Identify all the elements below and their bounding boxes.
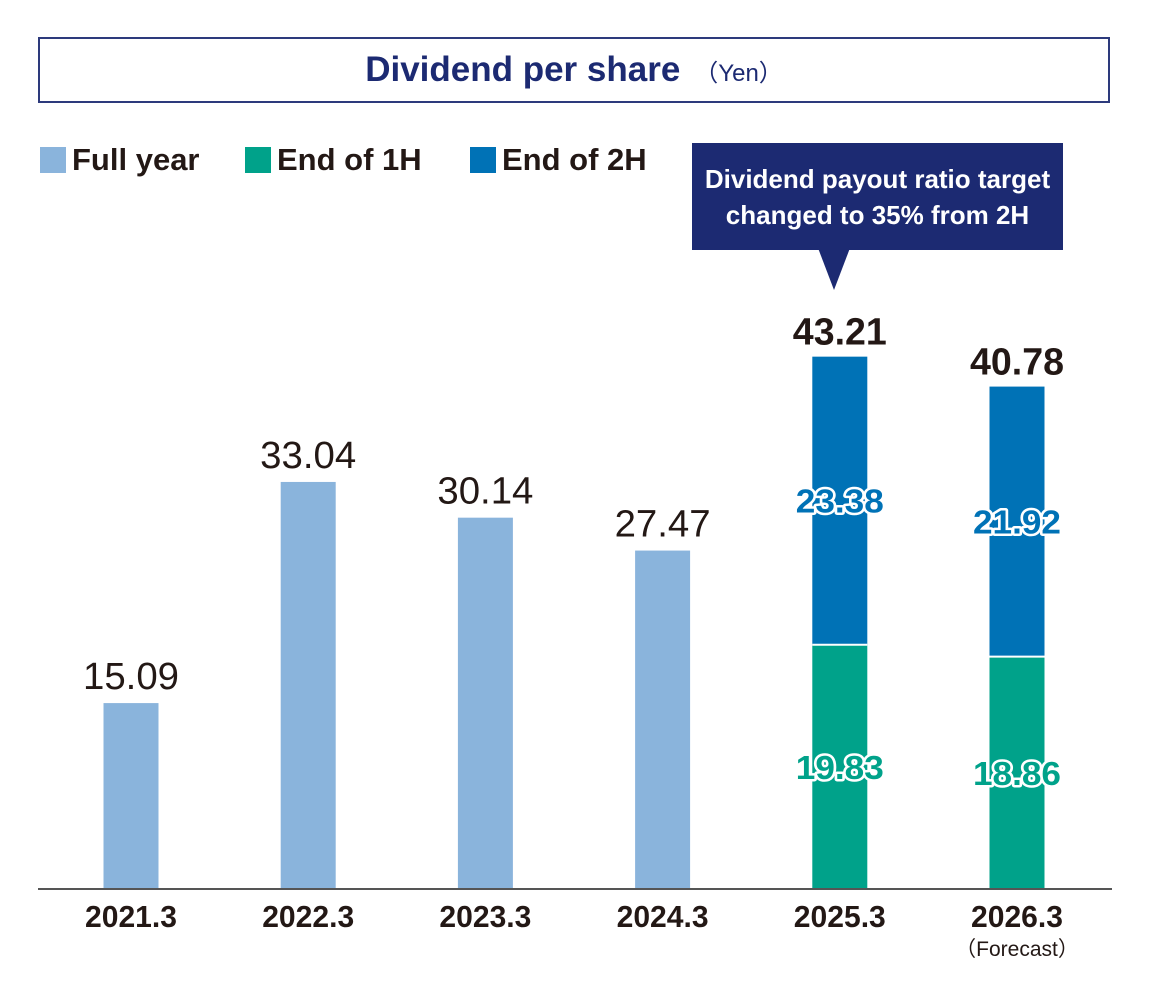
callout-line-1: Dividend payout ratio target <box>704 163 1051 194</box>
chart-title: Dividend per share <box>365 50 681 89</box>
value-label-2022-3: 33.04 <box>260 435 356 477</box>
bar-end-of-1h-2026-3 <box>989 656 1045 889</box>
value-label-2021-3: 15.09 <box>83 656 179 698</box>
legend-label-full-year: Full year <box>72 142 200 177</box>
segment-label-1h-2025-3: 19.83 <box>796 749 884 786</box>
value-label-2023-3: 30.14 <box>437 471 533 513</box>
total-label-2026-3: 40.78 <box>970 342 1064 384</box>
bar-end-of-2h-2025-3 <box>812 356 868 645</box>
bar-full-year-2021-3 <box>103 703 159 889</box>
legend-item-end-of-1h: End of 1H <box>245 140 422 180</box>
x-tick-note-2026-3: （Forecast） <box>955 938 1079 961</box>
legend-item-full-year: Full year <box>40 140 200 180</box>
segment-label-2h-2026-3: 21.92 <box>973 504 1061 541</box>
bar-full-year-2022-3 <box>280 481 336 889</box>
bar-full-year-2023-3 <box>457 517 513 889</box>
x-tick-label-2021-3: 2021.3 <box>85 899 177 934</box>
value-label-2024-3: 27.47 <box>615 504 711 546</box>
x-tick-label-2022-3: 2022.3 <box>262 899 354 934</box>
segment-label-2h-2025-3: 23.38 <box>796 483 884 520</box>
legend-item-end-of-2h: End of 2H <box>470 140 647 180</box>
callout-line-2: changed to 35% from 2H <box>725 199 1030 230</box>
legend-label-end-of-1h: End of 1H <box>277 142 422 177</box>
x-tick-label-2023-3: 2023.3 <box>439 899 531 934</box>
bar-end-of-2h-2026-3 <box>989 386 1045 657</box>
legend-label-end-of-2h: End of 2H <box>502 142 647 177</box>
x-tick-label-2024-3: 2024.3 <box>617 899 709 934</box>
chart-title-box: Dividend per share （Yen） <box>38 37 1110 103</box>
bar-end-of-1h-2025-3 <box>812 644 868 889</box>
segment-label-1h-2026-3: 18.86 <box>973 755 1061 792</box>
legend-swatch-full-year <box>40 147 66 173</box>
total-label-2025-3: 43.21 <box>793 312 887 354</box>
callout-pointer <box>818 248 850 290</box>
payout-ratio-callout: Dividend payout ratio target changed to … <box>692 143 1063 250</box>
x-tick-label-2025-3: 2025.3 <box>794 899 886 934</box>
x-tick-label-2026-3: 2026.3 <box>971 899 1063 934</box>
bar-full-year-2024-3 <box>635 550 691 889</box>
chart-unit: （Yen） <box>694 59 783 87</box>
legend-swatch-end-of-1h <box>245 147 271 173</box>
legend-swatch-end-of-2h <box>470 147 496 173</box>
